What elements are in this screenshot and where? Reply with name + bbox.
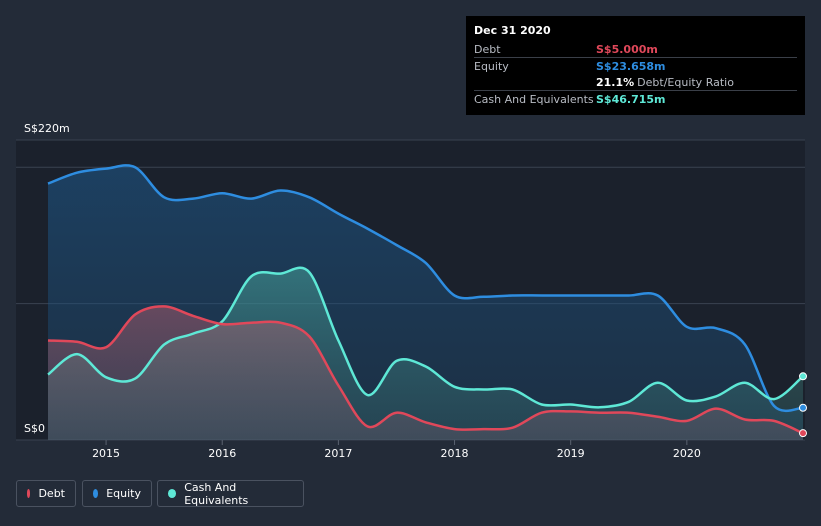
x-tick-label-2019: 2019	[557, 447, 585, 460]
legend-label-cash: Cash And Equivalents	[184, 480, 249, 507]
tooltip-debt-value: S$5.000m	[596, 42, 658, 56]
legend-item-cash[interactable]: Cash And Equivalents	[157, 480, 304, 507]
tooltip-equity-label: Equity	[474, 59, 509, 73]
tooltip-ratio-value: 21.1%	[596, 75, 635, 89]
series-lines	[47, 164, 804, 435]
cash-end-marker	[799, 372, 807, 381]
tooltip-equity-value: S$23.658m	[596, 59, 666, 73]
cash-line	[47, 266, 804, 409]
series-areas	[48, 165, 803, 440]
debt-end-marker	[799, 429, 807, 438]
legend-label-debt: Debt	[38, 487, 65, 500]
y-tick-label-0: S$0	[24, 422, 45, 435]
tooltip-debt-label: Debt	[474, 42, 501, 56]
tooltip-cash-label: Cash And Equivalents	[474, 92, 594, 106]
legend-item-equity[interactable]: Equity	[82, 480, 152, 507]
tooltip-row-cash: Cash And Equivalents S$46.715m	[474, 91, 797, 107]
equity-legend-dot-icon	[93, 489, 99, 498]
debt-area	[48, 306, 803, 440]
legend-item-debt[interactable]: Debt	[16, 480, 76, 507]
tooltip-ratio-caption: Debt/Equity Ratio	[637, 75, 734, 89]
tooltip-row-equity: Equity S$23.658m	[474, 58, 797, 74]
equity-end-marker	[799, 403, 807, 412]
debt-line	[47, 305, 804, 435]
equity-line	[47, 164, 804, 413]
x-tick-label-2017: 2017	[324, 447, 352, 460]
axis-labels: S$0 S$220m 2015 2016 2017 2018 2019 2020	[24, 122, 701, 460]
tooltip-cash-value: S$46.715m	[596, 92, 666, 106]
tooltip: Dec 31 2020 Debt S$5.000m Equity S$23.65…	[466, 16, 805, 115]
cash-legend-dot-icon	[168, 489, 177, 498]
tooltip-row-debt: Debt S$5.000m	[474, 41, 797, 58]
y-tick-label-220: S$220m	[24, 122, 70, 135]
x-tick-label-2016: 2016	[208, 447, 236, 460]
debt-legend-dot-icon	[27, 489, 31, 498]
x-tick-label-2015: 2015	[92, 447, 120, 460]
tooltip-row-ratio: 21.1% Debt/Equity Ratio	[474, 74, 797, 91]
legend-label-equity: Equity	[106, 487, 141, 500]
series-end-markers	[799, 372, 807, 438]
tooltip-date: Dec 31 2020	[474, 24, 551, 37]
x-tick-label-2020: 2020	[673, 447, 701, 460]
x-tick-label-2018: 2018	[441, 447, 469, 460]
